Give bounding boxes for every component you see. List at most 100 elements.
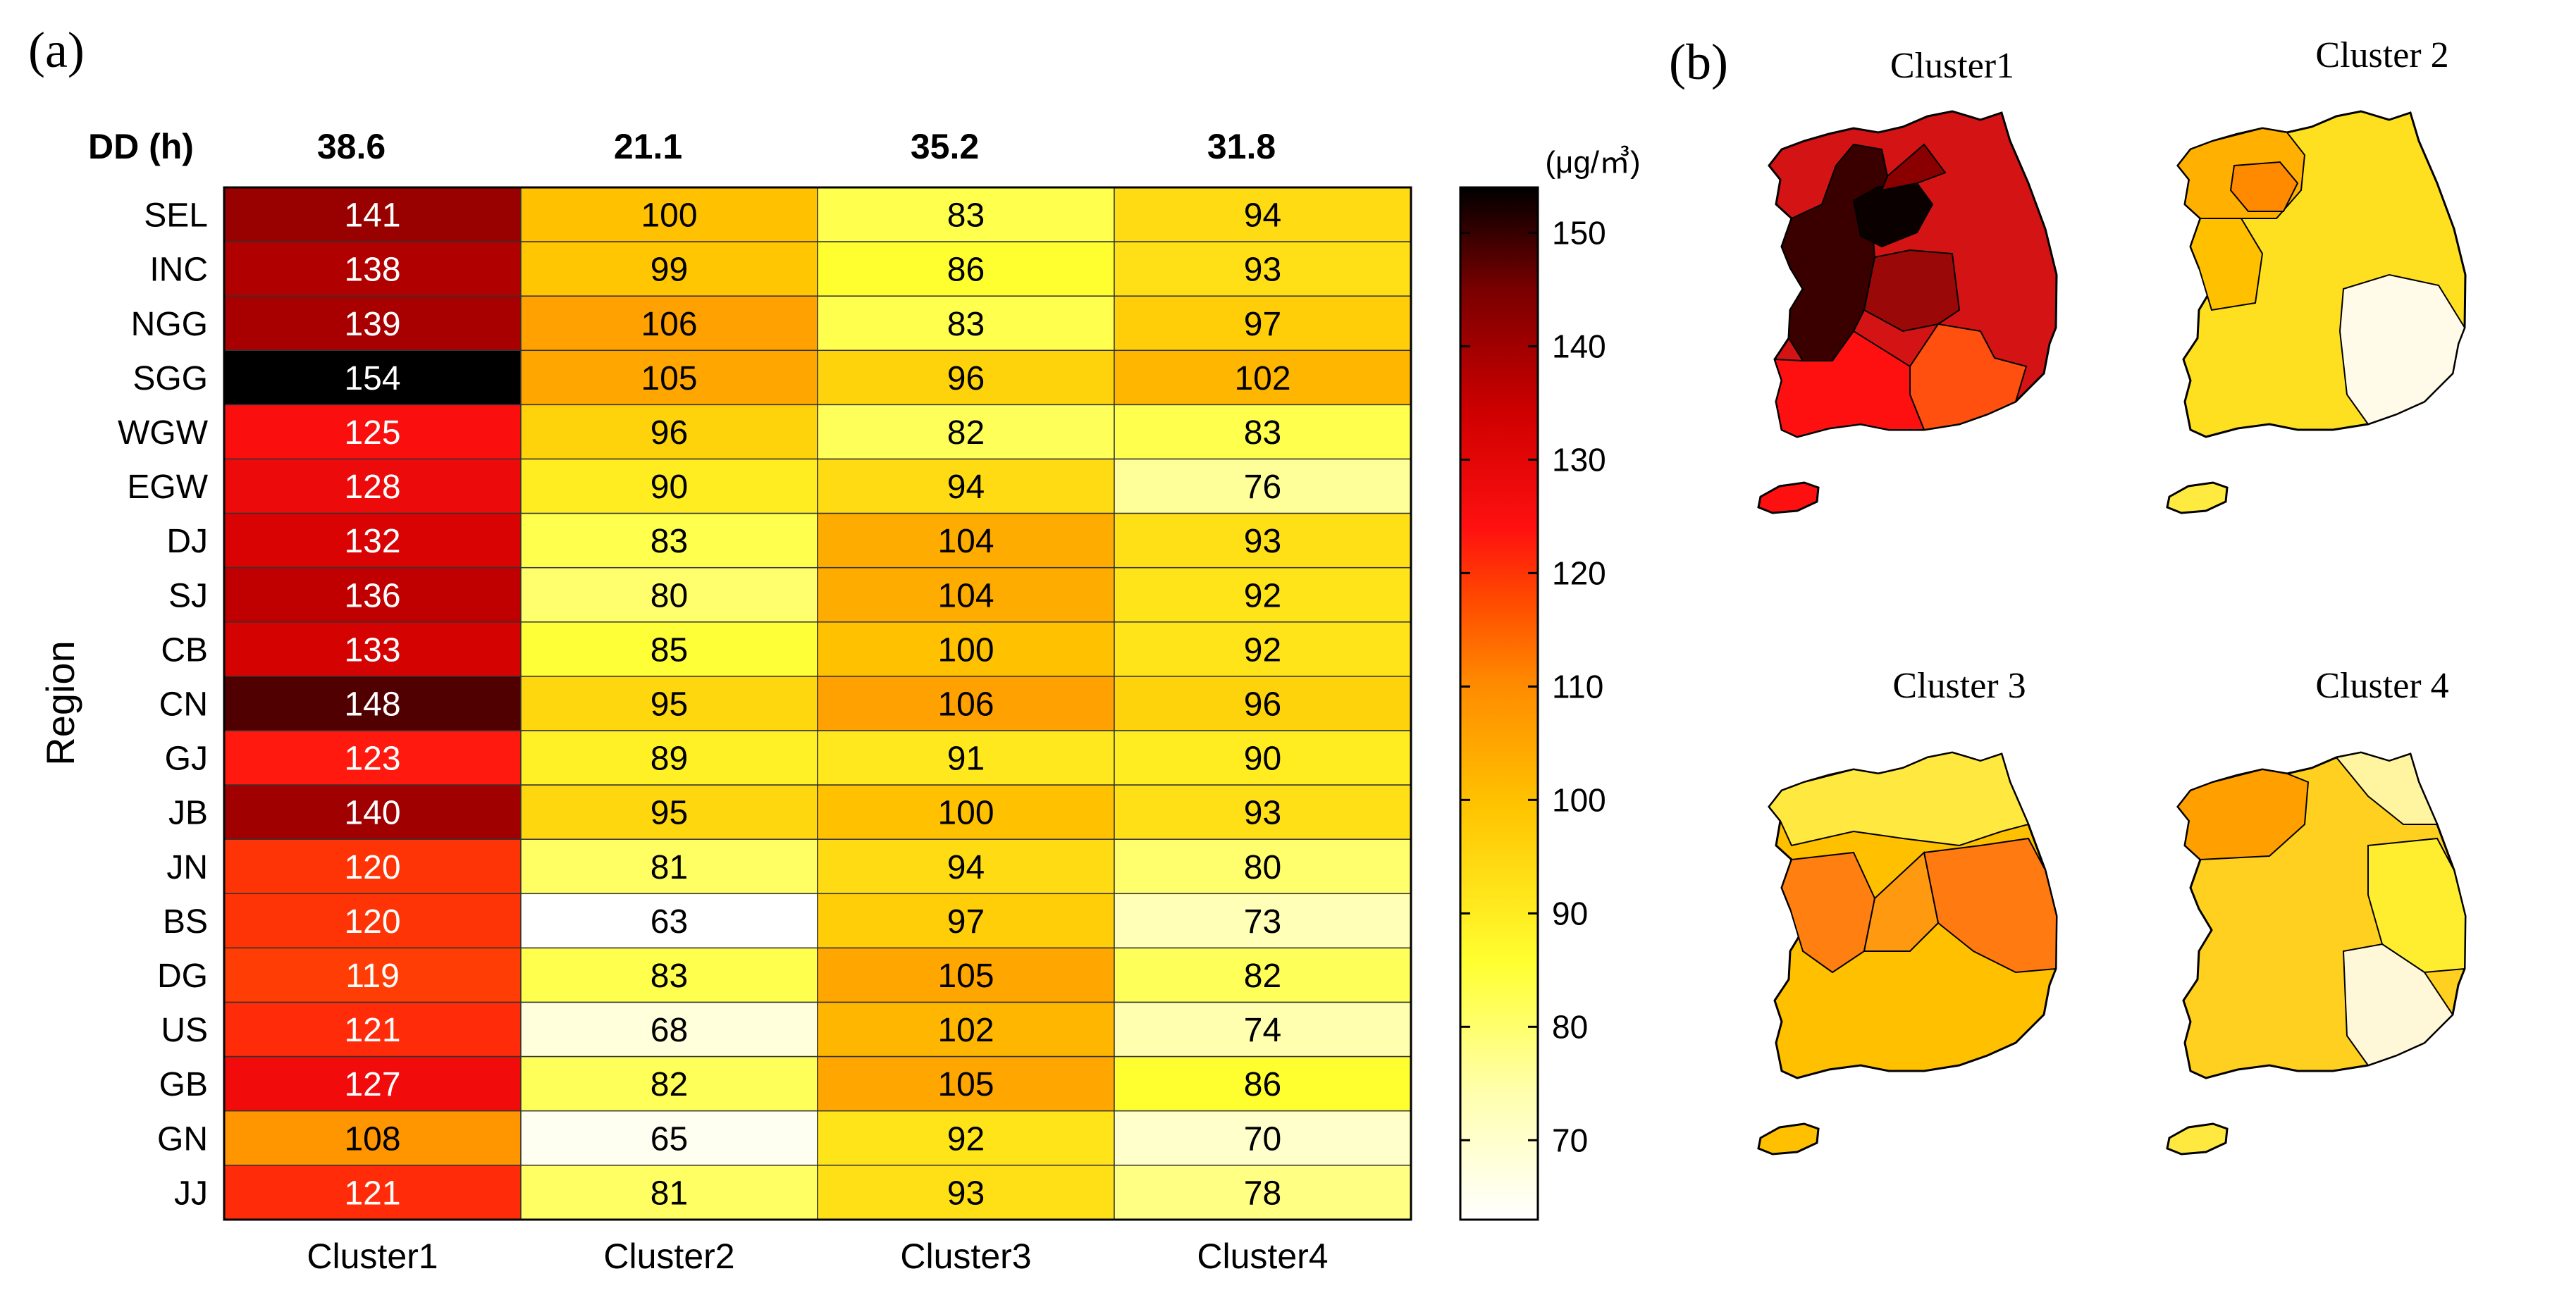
row-label: JJ	[174, 1175, 208, 1212]
heatmap-value-label: 93	[1244, 252, 1281, 289]
row-label: CN	[159, 686, 208, 723]
heatmap-value-label: 78	[1244, 1175, 1281, 1212]
heatmap-value-label: 99	[651, 252, 688, 289]
heatmap-value-label: 93	[1244, 523, 1281, 560]
heatmap-cell	[520, 187, 818, 242]
cluster-maps: Cluster1 Cluster 2 Cluster 3	[1757, 35, 2467, 1156]
dd-value: 31.8	[1207, 127, 1276, 166]
row-label: CB	[161, 631, 208, 669]
heatmap-cell	[1114, 404, 1412, 460]
map-region-mid	[1880, 143, 1947, 192]
map-region-amber	[2189, 218, 2264, 311]
heatmap-value-label: 100	[641, 197, 697, 235]
heatmap-cell	[1114, 1110, 1412, 1166]
heatmap-value-label: 80	[1244, 849, 1281, 886]
heatmap-cell	[520, 1055, 818, 1112]
col-labels: Cluster1 Cluster2 Cluster3 Cluster4	[307, 1237, 1328, 1276]
heatmap-cell	[223, 458, 522, 514]
heatmap-cell	[520, 241, 818, 297]
heatmap-value-label: 105	[937, 1066, 994, 1103]
heatmap-value-label: 80	[651, 577, 688, 614]
heatmap-value-label: 100	[937, 795, 994, 832]
heatmap-value-label: 74	[1244, 1012, 1281, 1049]
heatmap-value-label: 86	[947, 252, 985, 289]
heatmap-value-label: 106	[937, 686, 994, 723]
heatmap-value-label: 83	[1244, 414, 1281, 452]
map-region-orange-north	[2176, 768, 2310, 861]
map-title: Cluster 4	[2315, 666, 2448, 706]
heatmap-cells	[223, 187, 1412, 1220]
heatmap-value-label: 154	[344, 360, 400, 397]
heatmap-value-label: 90	[1244, 741, 1281, 778]
row-label: DJ	[166, 523, 208, 560]
column-label: Cluster2	[603, 1237, 734, 1276]
heatmap-cell	[520, 838, 818, 895]
panel-a-label: (a)	[28, 22, 85, 78]
heatmap-value-label: 105	[937, 958, 994, 995]
row-label: GN	[157, 1120, 208, 1158]
heatmap-value-label: 140	[344, 795, 400, 832]
dd-value: 38.6	[317, 127, 386, 166]
heatmap-cell	[817, 404, 1115, 460]
column-label: Cluster4	[1197, 1237, 1328, 1276]
heatmap-value-label: 108	[344, 1120, 400, 1158]
heatmap-value-label: 121	[344, 1175, 400, 1212]
heatmap-border	[223, 186, 1412, 1221]
heatmap-value-label: 85	[651, 631, 688, 669]
row-label: DG	[157, 958, 208, 995]
heatmap-cell	[1114, 241, 1412, 297]
map-region-orange-east	[1923, 837, 2058, 974]
heatmap-cell	[817, 566, 1115, 623]
heatmap-value-label: 148	[344, 686, 400, 723]
heatmap-cell	[223, 349, 522, 406]
heatmap-value-label: 83	[651, 523, 688, 560]
heatmap-value-label: 141	[344, 197, 400, 235]
heatmap-value-label: 70	[1244, 1120, 1281, 1158]
row-label: WGW	[118, 414, 209, 452]
heatmap-cell	[223, 1165, 522, 1220]
heatmap-cell	[520, 730, 818, 786]
dd-labels: DD (h) 38.6 21.1 35.2 31.8	[88, 127, 1276, 166]
heatmap-value-label: 139	[344, 306, 400, 343]
row-label: GJ	[165, 741, 208, 778]
heatmap-cell	[520, 893, 818, 949]
map-cluster2: Cluster 2	[2166, 35, 2467, 514]
heatmap-cell	[1114, 676, 1412, 731]
heatmap-cell	[223, 566, 522, 623]
colorbar-unit: (μg/㎥)	[1545, 145, 1640, 180]
heatmap-value-label: 96	[651, 414, 688, 452]
heatmap-value-label: 125	[344, 414, 400, 452]
column-label: Cluster1	[307, 1237, 438, 1276]
heatmap-value-label: 82	[947, 414, 985, 452]
heatmap-value-label: 96	[947, 360, 985, 397]
heatmap-cell	[223, 187, 522, 242]
heatmap-cell	[223, 1110, 522, 1166]
colorbar-ticks: 70 80 90 100 110 120 130 140 150	[1460, 214, 1606, 1158]
heatmap-value-label: 93	[1244, 795, 1281, 832]
map-region-pale-south-east	[2342, 943, 2454, 1067]
heatmap-cell	[520, 349, 818, 406]
heatmap-value-label: 94	[947, 849, 985, 886]
heatmap-value-label: 100	[937, 631, 994, 669]
heatmap-cell	[1114, 1165, 1412, 1220]
heatmap-cell	[817, 349, 1115, 406]
map-title: Cluster 2	[2315, 35, 2448, 75]
row-label: JN	[166, 849, 208, 886]
map-cluster1: Cluster1	[1757, 46, 2058, 514]
heatmap-value-label: 76	[1244, 469, 1281, 506]
heatmap-value-label: 83	[947, 197, 985, 235]
heatmap-value-label: 65	[651, 1120, 688, 1158]
heatmap-value-label: 133	[344, 631, 400, 669]
heatmap-value-label: 136	[344, 577, 400, 614]
heatmap-value-label: 106	[641, 306, 697, 343]
map-title: Cluster 3	[1892, 666, 2026, 706]
heatmap-value-label: 81	[651, 849, 688, 886]
heatmap-cell	[223, 676, 522, 731]
heatmap-value-label: 68	[651, 1012, 688, 1049]
heatmap-value-label: 92	[1244, 631, 1281, 669]
heatmap-value-label: 97	[947, 903, 985, 941]
heatmap-cell	[1114, 893, 1412, 949]
heatmap-value-label: 138	[344, 252, 400, 289]
heatmap-cell	[817, 947, 1115, 1003]
row-label: EGW	[127, 469, 208, 506]
